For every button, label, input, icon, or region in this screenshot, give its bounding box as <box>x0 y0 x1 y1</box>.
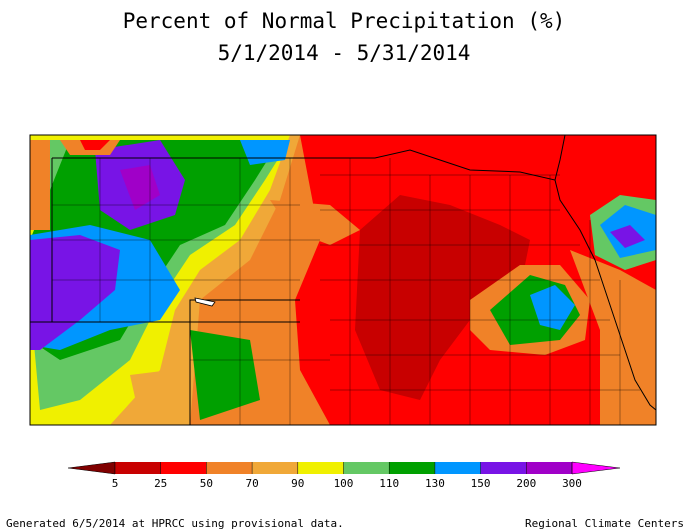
legend-swatch <box>252 462 298 474</box>
legend-swatch <box>434 462 481 474</box>
legend-label: 200 <box>516 477 536 490</box>
legend-label: 300 <box>562 477 582 490</box>
region <box>240 140 290 165</box>
footer-right: Regional Climate Centers <box>525 517 684 530</box>
map-title: Percent of Normal Precipitation (%) <box>123 9 566 33</box>
region <box>530 285 575 330</box>
legend: 5 25 50 70 90 100 110 130 150 200 300 <box>67 461 621 490</box>
legend-swatch <box>297 462 344 474</box>
map-frame <box>29 134 657 426</box>
legend-label: 100 <box>334 477 354 490</box>
region <box>570 250 656 425</box>
legend-swatch <box>343 462 390 474</box>
region <box>130 370 175 420</box>
legend-label: 50 <box>200 477 213 490</box>
legend-swatch <box>389 462 435 474</box>
legend-arrow <box>571 461 621 475</box>
map-subtitle: 5/1/2014 - 5/31/2014 <box>218 41 471 65</box>
legend-label: 110 <box>379 477 399 490</box>
footer-left: Generated 6/5/2014 at HPRCC using provis… <box>6 517 344 530</box>
county-lines <box>52 158 640 425</box>
legend-label: 5 <box>112 477 119 490</box>
legend-swatch <box>526 462 572 474</box>
legend-label: 25 <box>154 477 167 490</box>
legend-label: 130 <box>425 477 445 490</box>
legend-label: 70 <box>245 477 258 490</box>
lake <box>194 297 216 307</box>
region <box>270 200 360 245</box>
region <box>355 195 530 400</box>
legend-swatch <box>480 462 527 474</box>
state-borders <box>30 135 656 425</box>
region <box>190 330 260 420</box>
map <box>30 135 656 425</box>
region <box>80 140 110 150</box>
region <box>30 140 50 230</box>
legend-swatch <box>206 462 253 474</box>
legend-arrow <box>67 461 116 475</box>
legend-label: 90 <box>291 477 304 490</box>
region <box>610 225 645 248</box>
legend-swatch <box>160 462 207 474</box>
legend-label: 150 <box>471 477 491 490</box>
legend-swatch <box>115 462 161 474</box>
